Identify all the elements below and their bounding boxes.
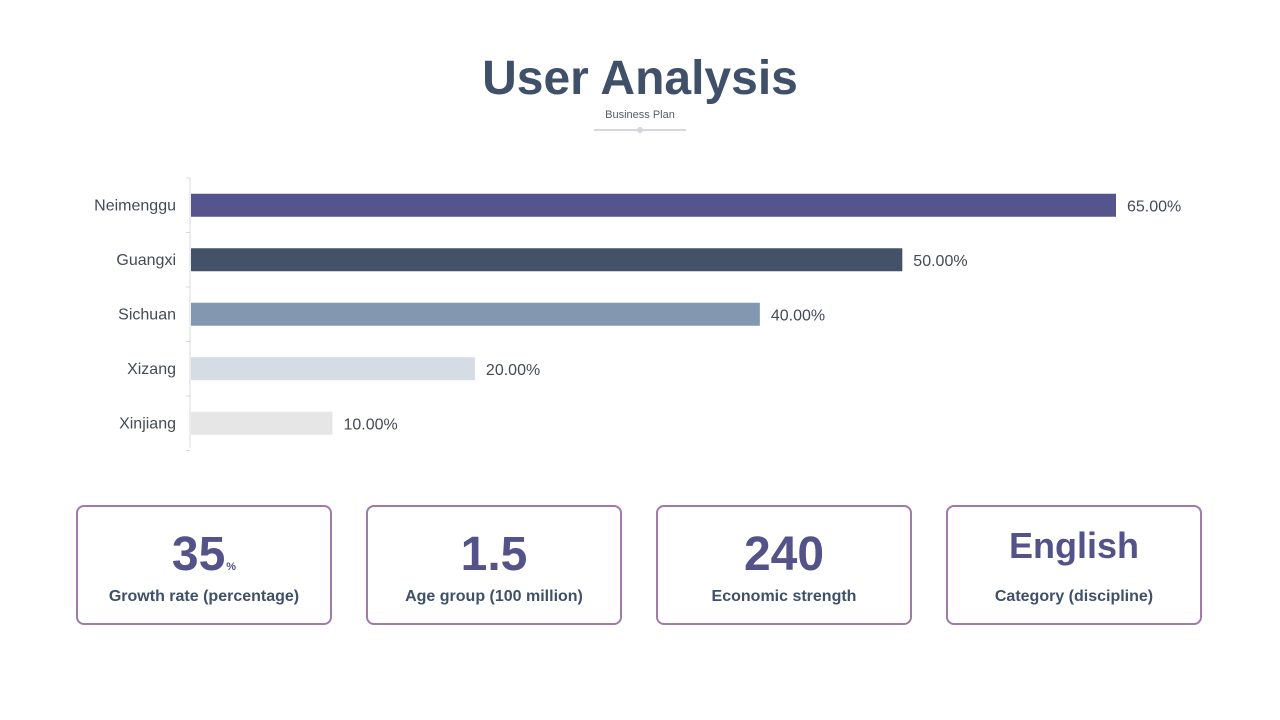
value-label: 20.00% bbox=[486, 362, 540, 379]
category-label: Guangxi bbox=[116, 252, 176, 269]
stat-card-category: English Category (discipline) bbox=[946, 505, 1202, 625]
stat-value: 1.5 bbox=[368, 529, 620, 581]
stat-card-growth: 35% Growth rate (percentage) bbox=[76, 505, 332, 625]
value-label: 65.00% bbox=[1127, 198, 1181, 215]
page-subtitle: Business Plan bbox=[605, 109, 675, 121]
value-label: 10.00% bbox=[343, 416, 397, 433]
bar-guangxi bbox=[191, 248, 903, 272]
category-label: Xizang bbox=[127, 361, 176, 378]
category-label: Sichuan bbox=[118, 306, 176, 323]
bar-xizang bbox=[191, 357, 475, 381]
bar-neimenggu bbox=[191, 193, 1116, 217]
stat-card-economic: 240 Economic strength bbox=[656, 505, 912, 625]
value-label: 50.00% bbox=[913, 253, 967, 270]
stat-label: Age group (100 million) bbox=[405, 588, 583, 605]
category-label: Xinjiang bbox=[119, 415, 176, 432]
stat-card-age-group: 1.5 Age group (100 million) bbox=[366, 505, 622, 625]
title-divider-dot bbox=[637, 127, 643, 133]
stat-label: Growth rate (percentage) bbox=[108, 588, 300, 605]
stat-number: 1.5 bbox=[460, 528, 528, 581]
stat-number: 35 bbox=[171, 528, 226, 581]
stat-label: Economic strength bbox=[711, 588, 857, 605]
bar-xinjiang bbox=[191, 411, 333, 435]
stat-number: English bbox=[1008, 525, 1139, 566]
category-label: Neimenggu bbox=[94, 197, 176, 214]
bar-sichuan bbox=[191, 302, 760, 326]
page-title: User Analysis bbox=[482, 52, 798, 105]
bar-chart: Neimenggu 65.00% Guangxi 50.00% Sichuan 40.00… bbox=[94, 177, 1181, 451]
stat-label: Category (discipline) bbox=[994, 588, 1154, 605]
stat-number: 240 bbox=[743, 528, 825, 581]
stat-value: 240 bbox=[658, 529, 910, 581]
stat-unit: % bbox=[226, 561, 237, 573]
value-label: 40.00% bbox=[771, 307, 825, 324]
stat-value: 35% bbox=[78, 529, 330, 593]
stat-value: English bbox=[948, 525, 1200, 567]
